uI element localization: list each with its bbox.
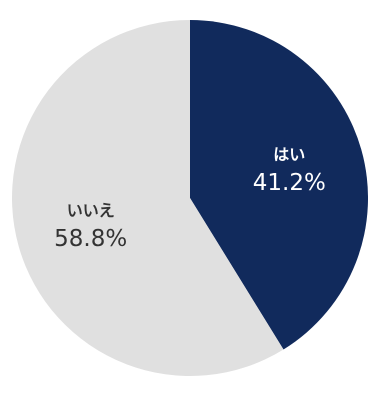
- pie-slices: [12, 20, 368, 376]
- pie-slice-0: [190, 20, 368, 350]
- pie-slice-label-0: はい: [273, 145, 305, 164]
- pie-labels: はい 41.2% いいえ 58.8%: [54, 145, 326, 252]
- pie-slice-value-0: 41.2%: [253, 170, 326, 196]
- pie-slice-value-1: 58.8%: [54, 226, 127, 252]
- pie-slice-label-1: いいえ: [67, 201, 115, 220]
- pie-slice-1: [12, 20, 284, 376]
